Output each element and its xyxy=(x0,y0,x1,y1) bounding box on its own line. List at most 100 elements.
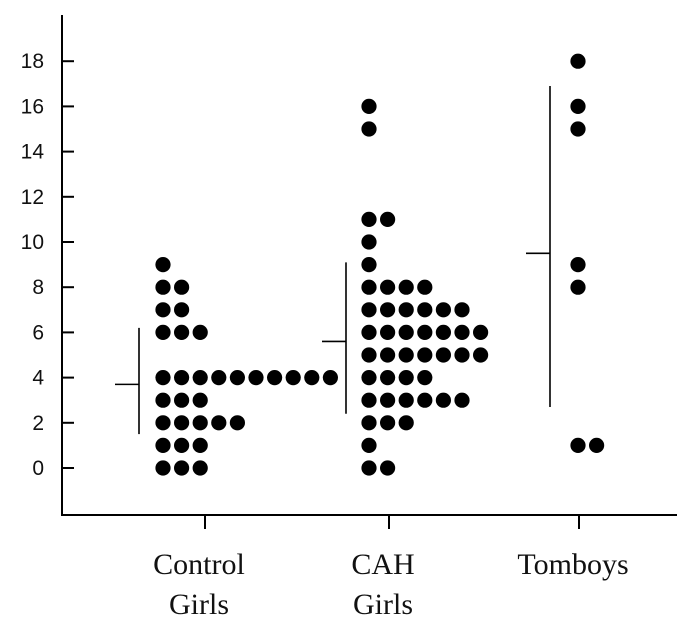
data-point xyxy=(361,211,377,227)
x-category-label: Girls xyxy=(169,588,229,621)
data-point xyxy=(174,279,190,295)
x-category-label: Tomboys xyxy=(517,548,628,581)
group-1 xyxy=(115,257,338,476)
y-ticks: 0 2 4 6 8 10 12 14 16 18 xyxy=(21,50,74,480)
data-point xyxy=(398,324,414,340)
data-point xyxy=(155,279,171,295)
x-category-label: Girls xyxy=(353,588,413,621)
y-tick-label: 0 xyxy=(32,457,44,480)
data-point xyxy=(380,279,396,295)
data-point xyxy=(211,415,227,431)
data-point xyxy=(570,437,586,453)
data-point xyxy=(174,415,190,431)
data-point xyxy=(570,53,586,69)
data-point xyxy=(398,347,414,363)
data-point xyxy=(174,392,190,408)
data-point xyxy=(361,460,377,476)
data-point xyxy=(435,392,451,408)
data-point xyxy=(398,302,414,318)
data-point xyxy=(155,437,171,453)
data-point xyxy=(570,121,586,137)
data-point xyxy=(380,302,396,318)
y-tick-label: 14 xyxy=(21,141,45,164)
data-point xyxy=(435,302,451,318)
data-point xyxy=(435,324,451,340)
data-point xyxy=(361,257,377,273)
data-point xyxy=(417,302,433,318)
data-point xyxy=(398,415,414,431)
y-tick-label: 18 xyxy=(21,50,44,73)
data-point xyxy=(192,460,208,476)
data-point xyxy=(192,324,208,340)
x-ticks: Control Girls CAH Girls Tomboys xyxy=(153,515,629,621)
data-point xyxy=(398,370,414,386)
data-point xyxy=(454,302,470,318)
data-point xyxy=(174,460,190,476)
data-point xyxy=(361,98,377,114)
data-point xyxy=(285,370,301,386)
data-point xyxy=(380,392,396,408)
group-3 xyxy=(526,53,605,453)
data-point xyxy=(361,324,377,340)
data-point xyxy=(229,415,245,431)
data-point xyxy=(192,415,208,431)
data-point xyxy=(570,257,586,273)
data-point xyxy=(361,437,377,453)
data-point xyxy=(417,347,433,363)
x-category-label: Control xyxy=(153,548,245,581)
data-point xyxy=(174,437,190,453)
y-tick-label: 2 xyxy=(32,412,44,435)
data-point xyxy=(380,460,396,476)
data-point xyxy=(361,392,377,408)
data-point xyxy=(155,415,171,431)
data-point xyxy=(155,460,171,476)
data-point xyxy=(435,347,451,363)
data-point xyxy=(174,370,190,386)
data-point xyxy=(570,98,586,114)
data-point xyxy=(473,347,489,363)
data-point xyxy=(361,121,377,137)
data-point xyxy=(155,370,171,386)
data-point xyxy=(454,324,470,340)
y-tick-label: 10 xyxy=(21,231,44,254)
data-point xyxy=(417,279,433,295)
data-point xyxy=(322,370,338,386)
y-tick-label: 4 xyxy=(32,367,44,390)
data-point xyxy=(174,302,190,318)
x-category-label: CAH xyxy=(351,548,414,581)
data-point xyxy=(361,415,377,431)
data-point xyxy=(155,302,171,318)
data-point xyxy=(304,370,320,386)
data-point xyxy=(155,324,171,340)
group-2 xyxy=(322,98,489,476)
y-tick-label: 16 xyxy=(21,95,44,118)
y-tick-label: 6 xyxy=(32,321,44,344)
data-point xyxy=(380,211,396,227)
data-point xyxy=(473,324,489,340)
y-tick-label: 8 xyxy=(32,276,44,299)
data-point xyxy=(417,324,433,340)
data-point xyxy=(589,437,605,453)
data-point xyxy=(192,370,208,386)
data-point xyxy=(417,370,433,386)
data-point xyxy=(211,370,227,386)
data-point xyxy=(398,392,414,408)
data-point xyxy=(417,392,433,408)
data-point xyxy=(192,392,208,408)
data-point xyxy=(380,324,396,340)
data-point xyxy=(454,347,470,363)
y-tick-label: 12 xyxy=(21,186,44,209)
data-point xyxy=(174,324,190,340)
data-point xyxy=(361,279,377,295)
data-point xyxy=(570,279,586,295)
data-point xyxy=(267,370,283,386)
data-point xyxy=(380,347,396,363)
data-point xyxy=(380,415,396,431)
data-point xyxy=(361,234,377,250)
data-point xyxy=(248,370,264,386)
data-point xyxy=(155,392,171,408)
data-point xyxy=(361,347,377,363)
data-point xyxy=(155,257,171,273)
data-point xyxy=(398,279,414,295)
